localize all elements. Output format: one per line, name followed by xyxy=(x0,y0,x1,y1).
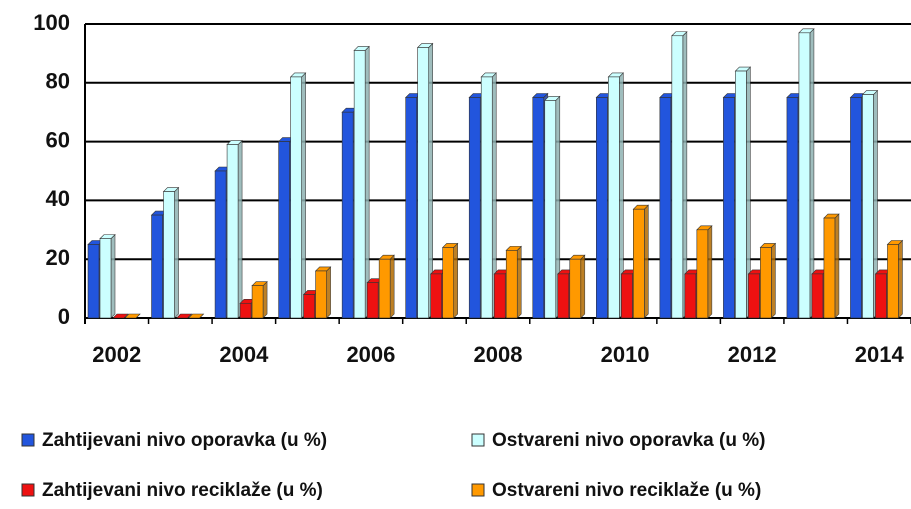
bar xyxy=(621,273,633,319)
bar xyxy=(608,76,620,319)
bar xyxy=(163,191,175,319)
bar xyxy=(760,247,772,319)
bar xyxy=(569,258,582,319)
bar xyxy=(442,247,454,319)
bar-side xyxy=(516,245,522,319)
bar xyxy=(557,273,570,319)
x-tick-label: 2008 xyxy=(474,342,523,367)
bar-top xyxy=(187,313,205,319)
legend-swatch xyxy=(471,483,485,497)
bar xyxy=(430,273,442,319)
bar-side xyxy=(326,266,331,319)
bar xyxy=(151,214,163,319)
x-tick-label: 2012 xyxy=(728,342,777,367)
bar xyxy=(696,229,709,319)
bar xyxy=(887,244,899,319)
bar xyxy=(99,238,112,319)
y-tick-label: 100 xyxy=(33,10,70,35)
bar xyxy=(505,250,518,319)
bar xyxy=(87,244,100,319)
bar xyxy=(786,97,799,319)
y-tick-label: 60 xyxy=(46,127,70,152)
bar xyxy=(214,170,227,319)
bar-top xyxy=(112,313,129,319)
y-tick-label: 40 xyxy=(46,186,70,211)
x-tick-label: 2010 xyxy=(601,342,650,367)
bar xyxy=(862,94,874,319)
bar xyxy=(671,35,684,319)
bar xyxy=(875,273,887,319)
bar-side xyxy=(237,139,243,319)
bar-side xyxy=(453,242,458,319)
bar xyxy=(278,141,290,319)
bar xyxy=(290,76,302,319)
bar xyxy=(405,97,417,319)
bar-side xyxy=(771,242,776,319)
bar xyxy=(633,208,645,319)
legend-swatch xyxy=(21,433,35,447)
legend-label: Zahtijevani nivo oporavka (u %) xyxy=(42,430,327,451)
bar-side xyxy=(707,225,713,319)
bar-side xyxy=(389,254,395,319)
bar xyxy=(493,273,506,319)
bar xyxy=(748,273,760,319)
bar-side xyxy=(262,280,268,319)
bar xyxy=(366,282,379,319)
bar-side xyxy=(644,204,649,319)
x-tick-label: 2002 xyxy=(92,342,141,367)
legend-swatch xyxy=(21,483,35,497)
x-tick-label: 2004 xyxy=(219,342,269,367)
bar xyxy=(315,270,327,319)
bar xyxy=(798,32,811,319)
bar-side xyxy=(301,72,306,319)
bar-side xyxy=(834,213,840,319)
bar xyxy=(417,47,429,319)
x-tick-label: 2006 xyxy=(346,342,395,367)
bar xyxy=(480,76,493,319)
bar xyxy=(596,97,608,319)
bar-side xyxy=(174,186,179,319)
bar xyxy=(659,97,672,319)
y-tick-label: 20 xyxy=(46,245,70,270)
bar xyxy=(251,285,264,319)
bar xyxy=(544,100,557,319)
y-tick-label: 0 xyxy=(58,304,70,329)
bar-side xyxy=(364,45,370,319)
bar-side xyxy=(110,233,116,319)
bar xyxy=(353,50,366,319)
legend-label: Zahtijevani nivo reciklaže (u %) xyxy=(42,480,323,501)
y-tick-label: 80 xyxy=(46,69,70,94)
bar xyxy=(341,111,354,319)
bar xyxy=(226,144,239,319)
bar xyxy=(811,273,824,319)
bar xyxy=(532,97,545,319)
bar xyxy=(684,273,697,319)
bar-top xyxy=(124,313,141,319)
bar xyxy=(823,217,836,319)
bar xyxy=(378,258,391,319)
bar xyxy=(468,97,481,319)
bar-side xyxy=(580,254,586,319)
bar-side xyxy=(898,239,903,319)
bar xyxy=(723,97,735,319)
bar xyxy=(850,97,862,319)
bar xyxy=(239,302,252,319)
legend-swatch xyxy=(471,433,485,447)
bar xyxy=(735,70,747,319)
x-tick-label: 2014 xyxy=(855,342,905,367)
bar-top xyxy=(175,313,193,319)
bar xyxy=(303,294,315,319)
legend-label: Ostvareni nivo oporavka (u %) xyxy=(492,430,765,451)
legend-label: Ostvareni nivo reciklaže (u %) xyxy=(492,480,761,501)
